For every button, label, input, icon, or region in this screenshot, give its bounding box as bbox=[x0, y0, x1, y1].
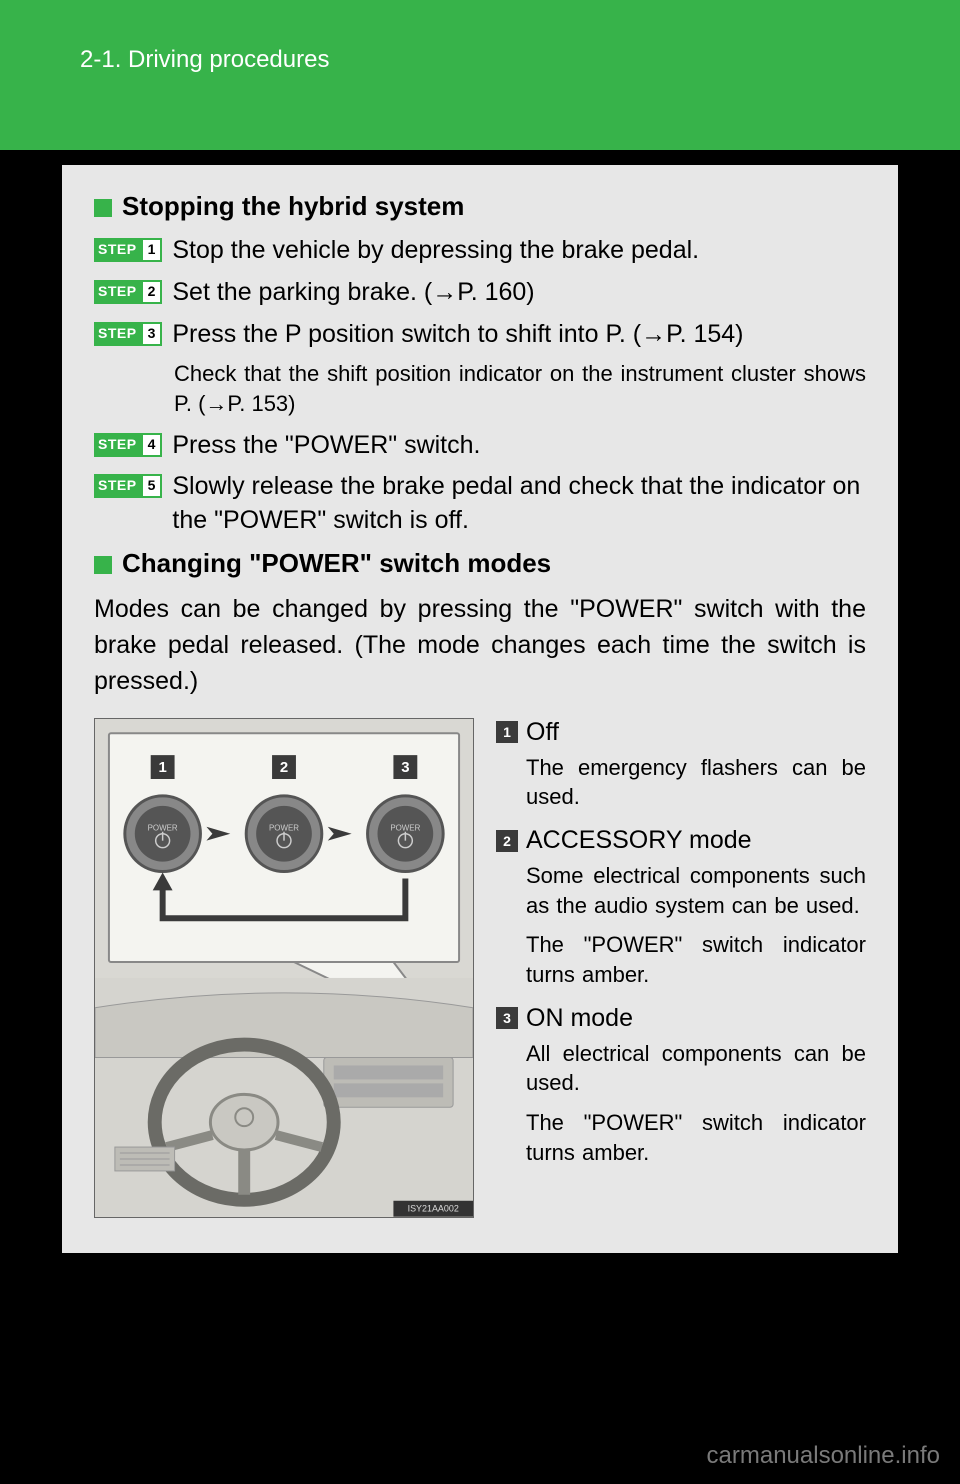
step-badge: STEP5 bbox=[94, 474, 162, 498]
step-text: Press the P position switch to shift int… bbox=[172, 318, 743, 352]
svg-text:3: 3 bbox=[401, 759, 409, 776]
step-number: 1 bbox=[141, 238, 163, 262]
step-number: 2 bbox=[141, 280, 163, 304]
mode-title: ON mode bbox=[526, 1004, 633, 1033]
step-badge: STEP1 bbox=[94, 238, 162, 262]
svg-text:1: 1 bbox=[158, 759, 166, 776]
content-panel: Stopping the hybrid system STEP1Stop the… bbox=[62, 165, 898, 1253]
step-row: STEP5 Slowly release the brake pedal and … bbox=[94, 470, 866, 538]
subhead-modes-text: Changing "POWER" switch modes bbox=[122, 548, 551, 578]
step-row: STEP4 Press the "POWER" switch. bbox=[94, 429, 866, 463]
callout-1: 1 bbox=[151, 755, 175, 779]
step-word: STEP bbox=[94, 322, 141, 346]
watermark-text: carmanualsonline.info bbox=[707, 1442, 940, 1470]
mode-head: 2 ACCESSORY mode bbox=[496, 826, 866, 855]
step-text: Stop the vehicle by depressing the brake… bbox=[172, 234, 699, 268]
svg-text:2: 2 bbox=[280, 759, 288, 776]
dashboard-sketch: ISY21AA002 bbox=[95, 978, 473, 1217]
svg-text:POWER: POWER bbox=[269, 823, 299, 832]
step-badge: STEP4 bbox=[94, 433, 162, 457]
mode-number-badge: 3 bbox=[496, 1007, 518, 1029]
power-button-3: POWER bbox=[368, 796, 444, 872]
square-bullet-icon bbox=[94, 556, 112, 574]
step-number: 5 bbox=[141, 474, 163, 498]
mode-description: The "POWER" switch indicator turns amber… bbox=[526, 930, 866, 989]
step-text: Set the parking brake. (→P. 160) bbox=[172, 276, 534, 310]
section-label: 2-1. Driving procedures bbox=[80, 46, 960, 74]
power-button-2: POWER bbox=[246, 796, 322, 872]
modes-intro-text: Modes can be changed by pressing the "PO… bbox=[94, 591, 866, 700]
step-number: 4 bbox=[141, 433, 163, 457]
mode-title: ACCESSORY mode bbox=[526, 826, 752, 855]
step-word: STEP bbox=[94, 280, 141, 304]
step-badge: STEP3 bbox=[94, 322, 162, 346]
power-button-1: POWER bbox=[125, 796, 201, 872]
subhead-stopping-text: Stopping the hybrid system bbox=[122, 191, 464, 221]
step-word: STEP bbox=[94, 474, 141, 498]
mode-number-badge: 1 bbox=[496, 721, 518, 743]
svg-text:POWER: POWER bbox=[390, 823, 420, 832]
diagram-svg: 1 2 3 POWER bbox=[94, 718, 474, 1218]
mode-number-badge: 2 bbox=[496, 830, 518, 852]
mode-head: 3 ON mode bbox=[496, 1004, 866, 1033]
step-number: 3 bbox=[141, 322, 163, 346]
mode-description: The "POWER" switch indicator turns amber… bbox=[526, 1108, 866, 1167]
subhead-stopping: Stopping the hybrid system bbox=[94, 191, 866, 222]
callout-2: 2 bbox=[272, 755, 296, 779]
step-note: Check that the shift position indicator … bbox=[174, 359, 866, 418]
power-switch-diagram: 1 2 3 POWER bbox=[94, 718, 474, 1223]
callout-3: 3 bbox=[393, 755, 417, 779]
svg-text:ISY21AA002: ISY21AA002 bbox=[408, 1203, 459, 1213]
step-text: Press the "POWER" switch. bbox=[172, 429, 480, 463]
square-bullet-icon bbox=[94, 199, 112, 217]
mode-description: The emergency flashers can be used. bbox=[526, 753, 866, 812]
mode-description: All electrical components can be used. bbox=[526, 1039, 866, 1098]
subhead-modes: Changing "POWER" switch modes bbox=[94, 548, 866, 579]
mode-item: 2 ACCESSORY mode Some electrical component… bbox=[496, 826, 866, 990]
mode-item: 3 ON mode All electrical components can be… bbox=[496, 1004, 866, 1168]
svg-text:POWER: POWER bbox=[148, 823, 178, 832]
step-row: STEP3 Press the P position switch to shif… bbox=[94, 318, 866, 352]
mode-head: 1 Off bbox=[496, 718, 866, 747]
step-row: STEP1 Stop the vehicle by depressing the … bbox=[94, 234, 866, 268]
step-word: STEP bbox=[94, 238, 141, 262]
mode-title: Off bbox=[526, 718, 559, 747]
mode-description: Some electrical components such as the a… bbox=[526, 861, 866, 920]
step-row: STEP2 Set the parking brake. (→P. 160) bbox=[94, 276, 866, 310]
step-text: Slowly release the brake pedal and check… bbox=[172, 470, 866, 538]
step-badge: STEP2 bbox=[94, 280, 162, 304]
step-word: STEP bbox=[94, 433, 141, 457]
mode-item: 1 Off The emergency flashers can be used. bbox=[496, 718, 866, 812]
